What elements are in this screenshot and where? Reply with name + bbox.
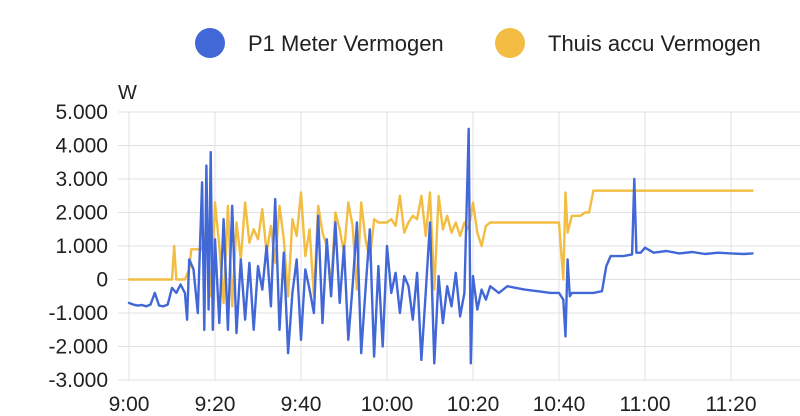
- legend-marker-thuis-accu: [495, 28, 525, 58]
- legend-label-p1-meter: P1 Meter Vermogen: [248, 31, 444, 56]
- x-axis-ticks: 9:00 9:20 9:40 10:00 10:20 10:40 11:00 11:20: [109, 393, 757, 416]
- legend-marker-p1-meter: [195, 28, 225, 58]
- x-tick-label: 9:40: [281, 393, 322, 416]
- y-tick-label: -2.000: [48, 336, 108, 359]
- x-tick-label: 9:00: [109, 393, 150, 416]
- series-lines: [127, 127, 754, 365]
- y-tick-label: 2.000: [55, 202, 108, 225]
- x-tick-label: 11:00: [620, 393, 671, 416]
- x-tick-label: 10:00: [361, 393, 414, 416]
- x-tick-label: 10:40: [533, 393, 586, 416]
- x-tick-label: 9:20: [195, 393, 236, 416]
- legend-item-p1-meter[interactable]: P1 Meter Vermogen: [195, 28, 444, 58]
- y-tick-label: 4.000: [55, 135, 108, 158]
- legend: P1 Meter Vermogen Thuis accu Vermogen: [195, 28, 761, 58]
- y-tick-label: 1.000: [55, 235, 108, 258]
- x-tick-label: 11:20: [706, 393, 757, 416]
- y-tick-label: -3.000: [48, 369, 108, 392]
- legend-label-thuis-accu: Thuis accu Vermogen: [548, 31, 761, 56]
- y-tick-label: 0: [96, 269, 108, 292]
- y-tick-label: 5.000: [55, 101, 108, 124]
- y-tick-label: 3.000: [55, 168, 108, 191]
- y-axis-ticks: 5.000 4.000 3.000 2.000 1.000 0 -1.000 -2.000 -3…: [48, 101, 108, 392]
- series-line-0: [127, 127, 754, 365]
- y-axis-unit-label: W: [118, 82, 137, 104]
- x-tick-label: 10:20: [447, 393, 500, 416]
- y-tick-label: -1.000: [48, 302, 108, 325]
- legend-item-thuis-accu[interactable]: Thuis accu Vermogen: [495, 28, 761, 58]
